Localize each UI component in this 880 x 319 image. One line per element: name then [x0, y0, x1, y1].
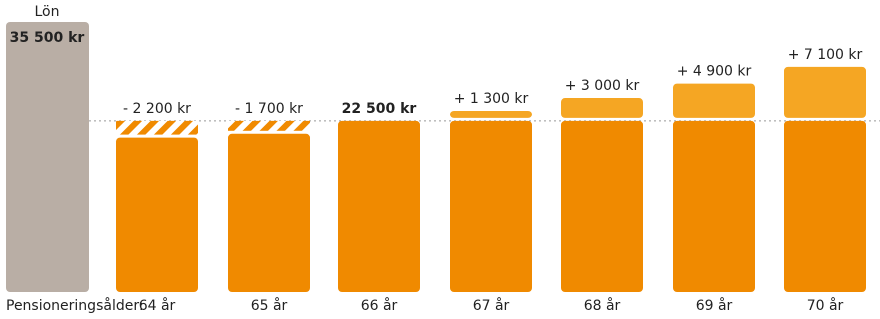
- increase-segment: [450, 110, 532, 118]
- x-tick-label: 64 år: [139, 297, 176, 314]
- value-label: - 2 200 kr: [123, 101, 191, 117]
- x-tick-label: 68 år: [584, 297, 621, 314]
- pension-bar: [338, 120, 420, 293]
- x-tick-label: 69 år: [696, 297, 733, 314]
- pension-bar: [116, 137, 198, 292]
- increase-segment: [784, 66, 866, 118]
- x-axis-label: Pensioneringsålder:: [6, 297, 144, 314]
- pension-bar: [228, 133, 310, 292]
- pension-bar: [561, 120, 643, 293]
- x-tick-label: 65 år: [251, 297, 288, 314]
- increase-segment: [561, 98, 643, 118]
- pension-bar: [450, 120, 532, 293]
- value-label: 22 500 kr: [342, 101, 417, 117]
- x-tick-label: 66 år: [361, 297, 398, 314]
- x-tick-label: 70 år: [807, 297, 844, 314]
- value-label: + 7 100 kr: [788, 47, 863, 63]
- salary-value-label: 35 500 kr: [10, 30, 85, 46]
- value-label: - 1 700 kr: [235, 101, 303, 117]
- salary-label: Lön: [35, 4, 60, 20]
- value-label: + 3 000 kr: [565, 78, 640, 94]
- value-label: + 1 300 kr: [454, 91, 529, 107]
- value-label: + 4 900 kr: [677, 64, 752, 80]
- decrease-segment: [116, 120, 198, 135]
- x-tick-label: 67 år: [473, 297, 510, 314]
- pension-bar: [784, 120, 866, 293]
- decrease-segment: [228, 120, 310, 131]
- salary-bar: [6, 22, 89, 292]
- increase-segment: [673, 83, 755, 118]
- pension-bar: [673, 120, 755, 293]
